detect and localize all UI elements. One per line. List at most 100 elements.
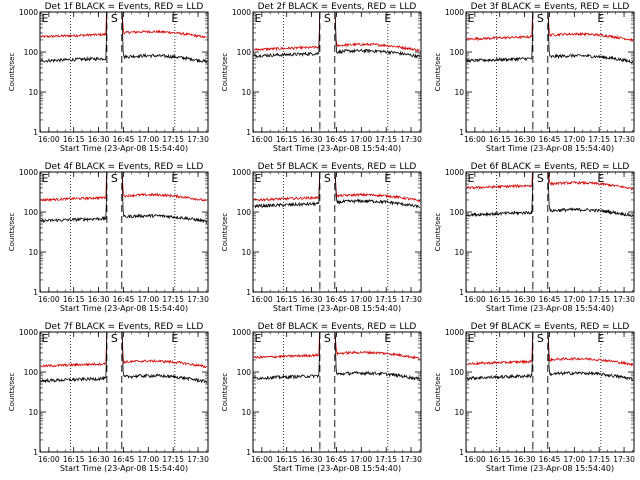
x-tick-label: 16:00 — [251, 455, 273, 464]
end-marker: E — [171, 12, 178, 25]
lld-series-line — [121, 11, 207, 39]
lld-series-line — [334, 331, 420, 360]
panel-title: Det 4f BLACK = Events, RED = LLD — [45, 162, 204, 172]
end-marker: E — [171, 332, 178, 345]
x-tick-label: 16:00 — [38, 295, 60, 304]
lld-series-line — [121, 171, 208, 202]
x-axis-label: Start Time (23-Apr-08 15:54:40) — [486, 464, 614, 473]
y-tick-label: 1000 — [445, 328, 464, 337]
y-tick-label: 1000 — [19, 328, 38, 337]
events-series-line — [40, 331, 108, 384]
x-tick-label: 16:45 — [113, 295, 135, 304]
lld-series-line — [466, 331, 534, 366]
events-series-line — [334, 171, 421, 209]
plot-frame — [252, 331, 422, 453]
events-series-line — [121, 171, 208, 224]
x-tick-label: 17:15 — [162, 455, 184, 464]
x-tick-label: 17:00 — [138, 135, 160, 144]
events-series-line — [334, 11, 421, 59]
y-tick-label: 1 — [246, 128, 251, 137]
panel-title: Det 9f BLACK = Events, RED = LLD — [471, 322, 630, 332]
x-tick-label: 17:00 — [564, 135, 586, 144]
end-marker: E — [468, 172, 475, 185]
start-marker: S — [537, 332, 544, 345]
panel-title: Det 7f BLACK = Events, RED = LLD — [45, 322, 204, 332]
end-marker: E — [255, 12, 262, 25]
x-tick-label: 16:00 — [38, 455, 60, 464]
x-tick-label: 17:30 — [400, 455, 422, 464]
lld-series-line — [121, 331, 207, 369]
plot-frame — [465, 331, 635, 453]
lld-series-line — [253, 331, 321, 360]
y-tick-label: 1000 — [445, 8, 464, 17]
x-tick-label: 16:45 — [326, 135, 348, 144]
x-tick-label: 17:30 — [187, 295, 209, 304]
start-marker: S — [111, 172, 118, 185]
y-tick-label: 10 — [28, 88, 38, 97]
y-tick-label: 100 — [24, 208, 39, 217]
x-tick-label: 17:00 — [138, 295, 160, 304]
x-tick-label: 17:00 — [564, 455, 586, 464]
y-tick-label: 1000 — [445, 168, 464, 177]
y-tick-label: 10 — [28, 408, 38, 417]
x-tick-label: 17:30 — [187, 135, 209, 144]
x-tick-label: 16:45 — [539, 295, 561, 304]
events-series-line — [40, 11, 108, 63]
lld-series-line — [466, 11, 534, 42]
plot-frame — [465, 11, 635, 133]
y-axis-label: Counts/sec — [221, 373, 229, 412]
y-tick-label: 1000 — [232, 328, 251, 337]
x-tick-label: 16:45 — [113, 135, 135, 144]
lld-series-line — [253, 11, 321, 52]
end-marker: E — [42, 172, 49, 185]
end-marker: E — [42, 12, 49, 25]
x-tick-label: 16:15 — [276, 295, 298, 304]
y-tick-label: 10 — [28, 248, 38, 257]
y-tick-label: 10 — [454, 88, 464, 97]
events-series-line — [253, 11, 321, 59]
y-tick-label: 100 — [237, 368, 252, 377]
y-tick-label: 1 — [459, 288, 464, 297]
x-tick-label: 16:15 — [489, 295, 511, 304]
panel-title: Det 5f BLACK = Events, RED = LLD — [258, 162, 417, 172]
x-axis-label: Start Time (23-Apr-08 15:54:40) — [273, 144, 401, 153]
y-axis-label: Counts/sec — [221, 213, 229, 252]
start-marker: S — [537, 12, 544, 25]
events-series-line — [334, 331, 421, 382]
lld-series-line — [40, 171, 108, 202]
end-marker: E — [42, 332, 49, 345]
y-tick-label: 100 — [450, 48, 465, 57]
y-tick-label: 100 — [24, 368, 39, 377]
x-axis-label: Start Time (23-Apr-08 15:54:40) — [486, 304, 614, 313]
events-series-line — [547, 11, 634, 64]
x-tick-label: 16:30 — [514, 455, 536, 464]
y-axis-label: Counts/sec — [8, 373, 16, 412]
lld-series-line — [466, 171, 533, 190]
x-tick-label: 17:15 — [375, 135, 397, 144]
y-tick-label: 10 — [454, 408, 464, 417]
x-tick-label: 17:15 — [588, 455, 610, 464]
x-tick-label: 17:00 — [351, 135, 373, 144]
y-axis-label: Counts/sec — [434, 53, 442, 92]
plot-frame — [39, 171, 209, 293]
y-axis-label: Counts/sec — [8, 213, 16, 252]
x-axis-label: Start Time (23-Apr-08 15:54:40) — [486, 144, 614, 153]
x-tick-label: 16:15 — [276, 135, 298, 144]
x-tick-label: 16:15 — [489, 135, 511, 144]
x-axis-label: Start Time (23-Apr-08 15:54:40) — [60, 464, 188, 473]
plot-frame — [465, 171, 635, 293]
x-tick-label: 16:45 — [326, 455, 348, 464]
y-tick-label: 1000 — [19, 168, 38, 177]
end-marker: E — [468, 332, 475, 345]
x-tick-label: 17:15 — [375, 295, 397, 304]
x-tick-label: 17:15 — [588, 135, 610, 144]
lld-series-line — [40, 11, 108, 39]
events-series-line — [547, 331, 634, 382]
x-tick-label: 16:30 — [88, 135, 110, 144]
x-tick-label: 17:30 — [187, 455, 209, 464]
y-tick-label: 1 — [33, 128, 38, 137]
panel-title: Det 6f BLACK = Events, RED = LLD — [471, 162, 630, 172]
events-series-line — [253, 171, 321, 209]
y-tick-label: 1 — [459, 128, 464, 137]
x-tick-label: 16:30 — [301, 135, 323, 144]
